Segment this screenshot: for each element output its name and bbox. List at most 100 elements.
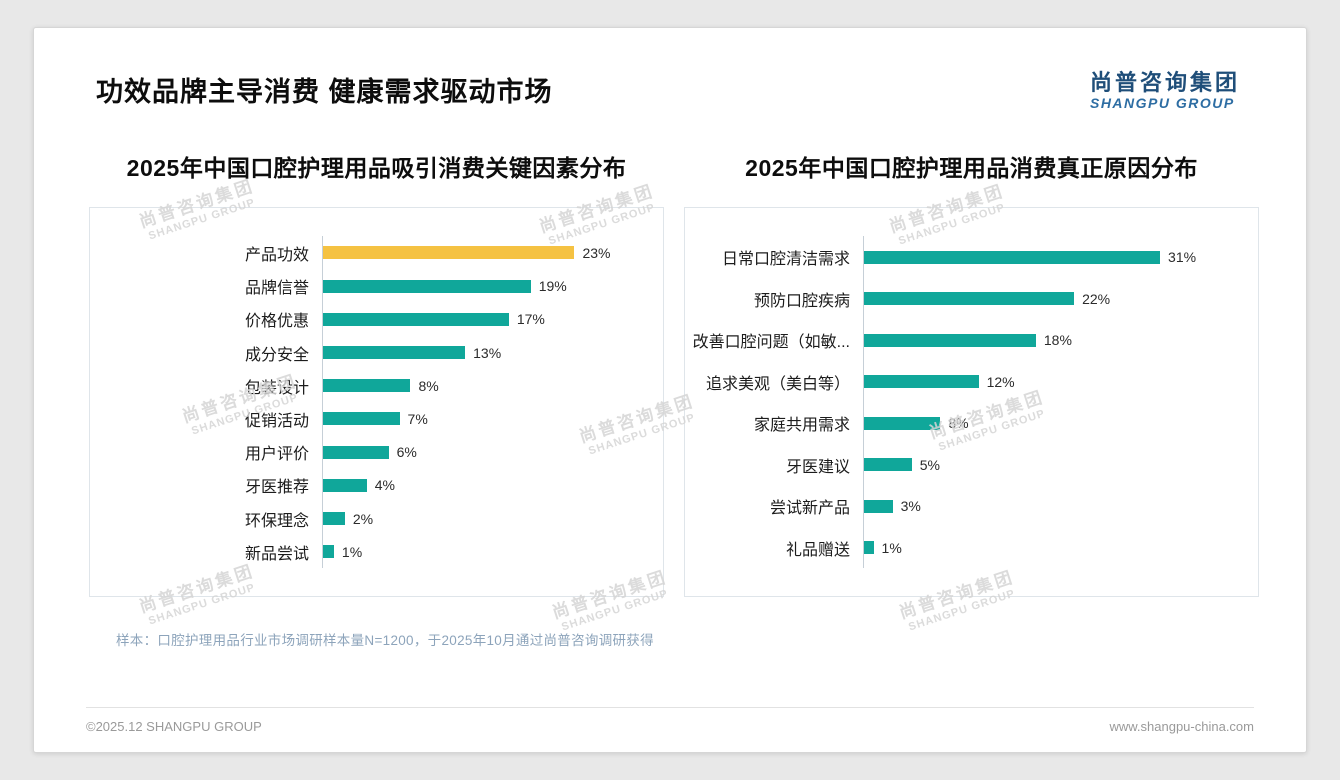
chart-row: 价格优惠 17% — [90, 302, 651, 336]
slide-footer: ©2025.12 SHANGPU GROUP www.shangpu-china… — [86, 707, 1254, 734]
category-label: 新品尝试 — [244, 545, 309, 563]
value-label: 22% — [1082, 290, 1111, 307]
category-label: 预防口腔疾病 — [753, 292, 850, 310]
category-label: 成分安全 — [244, 346, 309, 364]
bar-track: 6% — [322, 435, 651, 469]
sample-footnote: 样本：口腔护理用品行业市场调研样本量N=1200，于2025年10月通过尚普咨询… — [116, 633, 654, 649]
bar-track: 31% — [863, 236, 1246, 278]
bar-track: 19% — [322, 269, 651, 303]
chart-row: 预防口腔疾病 22% — [685, 277, 1246, 320]
value-label: 19% — [538, 278, 567, 295]
category-label: 改善口腔问题（如敏... — [692, 334, 850, 352]
bar-track: 18% — [863, 319, 1246, 361]
value-bar — [323, 478, 367, 492]
value-bar — [323, 246, 575, 260]
category-label: 牙医推荐 — [244, 479, 309, 497]
category-label: 牙医建议 — [785, 458, 850, 476]
category-label: 价格优惠 — [244, 313, 309, 331]
value-label: 17% — [516, 311, 545, 328]
value-label: 3% — [900, 498, 921, 515]
category-label: 促销活动 — [244, 412, 309, 430]
chart-row: 改善口腔问题（如敏... 18% — [685, 319, 1246, 361]
category-label: 礼品赠送 — [785, 541, 850, 559]
copyright-text: ©2025.12 SHANGPU GROUP — [86, 719, 262, 734]
category-label: 包装设计 — [244, 379, 309, 397]
category-label: 尝试新产品 — [769, 500, 850, 518]
category-label: 追求美观（美白等） — [705, 375, 850, 393]
value-bar — [864, 250, 1161, 264]
bar-track: 23% — [322, 236, 651, 270]
page-title: 功效品牌主导消费 健康需求驱动市场 — [96, 77, 553, 107]
chart-row: 尝试新产品 3% — [685, 485, 1246, 527]
chart-left-plot: 产品功效 23% 品牌信誉 19% 价格优惠 17% 成分安全 13% 包装设计 8% 促销活动 7%… — [89, 207, 664, 598]
value-bar — [323, 412, 400, 426]
value-label: 23% — [582, 244, 611, 261]
chart-row: 礼品赠送 1% — [685, 526, 1246, 569]
value-label: 12% — [986, 373, 1015, 390]
value-label: 31% — [1168, 249, 1197, 266]
chart-row: 牙医推荐 4% — [90, 468, 651, 502]
value-label: 7% — [407, 410, 428, 427]
category-label: 品牌信誉 — [244, 280, 309, 298]
category-label: 用户评价 — [244, 446, 309, 464]
category-label: 家庭共用需求 — [753, 417, 850, 435]
chart-row: 日常口腔清洁需求 31% — [685, 236, 1246, 278]
value-label: 8% — [948, 415, 969, 432]
chart-row: 包装设计 8% — [90, 369, 651, 403]
chart-row: 促销活动 7% — [90, 402, 651, 436]
value-bar — [864, 375, 979, 389]
company-logo: 尚普咨询集团 SHANGPU GROUP — [1090, 70, 1240, 111]
value-bar — [323, 346, 466, 360]
value-bar — [864, 292, 1075, 306]
value-label: 6% — [396, 444, 417, 461]
chart-row: 新品尝试 1% — [90, 535, 651, 569]
bar-track: 1% — [863, 526, 1246, 569]
value-bar — [864, 499, 893, 513]
value-label: 4% — [374, 477, 395, 494]
bar-track: 4% — [322, 468, 651, 502]
value-label: 13% — [473, 344, 502, 361]
value-label: 18% — [1043, 332, 1072, 349]
value-bar — [323, 379, 411, 393]
chart-row: 产品功效 23% — [90, 236, 651, 270]
value-label: 2% — [352, 510, 374, 527]
value-bar — [323, 279, 531, 293]
chart-row: 用户评价 6% — [90, 435, 651, 469]
bar-track: 3% — [863, 485, 1246, 527]
slide-card: 功效品牌主导消费 健康需求驱动市场 尚普咨询集团 SHANGPU GROUP 2… — [33, 27, 1307, 753]
value-bar — [323, 545, 334, 559]
value-bar — [864, 541, 874, 555]
chart-right-section: 2025年中国口腔护理用品消费真正原因分布 日常口腔清洁需求 31% 预防口腔疾病 2… — [684, 149, 1259, 598]
bar-track: 17% — [322, 302, 651, 336]
chart-right-plot: 日常口腔清洁需求 31% 预防口腔疾病 22% 改善口腔问题（如敏... 18% 追求美观（… — [684, 207, 1259, 598]
bar-track: 22% — [863, 277, 1246, 320]
value-bar — [864, 333, 1036, 347]
chart-row: 家庭共用需求 8% — [685, 402, 1246, 444]
value-bar — [323, 512, 345, 526]
bar-track: 8% — [322, 369, 651, 403]
logo-chinese-text: 尚普咨询集团 — [1089, 70, 1240, 95]
charts-area: 2025年中国口腔护理用品吸引消费关键因素分布 产品功效 23% 品牌信誉 19% 价格… — [34, 149, 1306, 598]
category-label: 产品功效 — [244, 246, 309, 264]
chart-left-title: 2025年中国口腔护理用品吸引消费关键因素分布 — [126, 155, 627, 182]
chart-right-title: 2025年中国口腔护理用品消费真正原因分布 — [745, 155, 1198, 182]
value-label: 5% — [919, 456, 940, 473]
chart-row: 追求美观（美白等） 12% — [685, 360, 1246, 403]
bar-track: 13% — [322, 335, 651, 370]
chart-row: 牙医建议 5% — [685, 443, 1246, 486]
logo-english-text: SHANGPU GROUP — [1089, 95, 1235, 112]
bar-track: 7% — [322, 402, 651, 436]
website-text: www.shangpu-china.com — [1109, 719, 1254, 734]
value-bar — [864, 458, 912, 472]
bar-track: 12% — [863, 360, 1246, 403]
chart-left-section: 2025年中国口腔护理用品吸引消费关键因素分布 产品功效 23% 品牌信誉 19% 价格… — [89, 149, 664, 598]
value-bar — [864, 416, 941, 430]
bar-track: 2% — [322, 502, 651, 536]
category-label: 日常口腔清洁需求 — [721, 251, 850, 269]
slide-header: 功效品牌主导消费 健康需求驱动市场 尚普咨询集团 SHANGPU GROUP — [34, 28, 1306, 111]
bar-track: 1% — [322, 535, 651, 569]
bar-track: 8% — [863, 402, 1246, 444]
category-label: 环保理念 — [244, 512, 309, 530]
value-label: 8% — [418, 377, 439, 394]
chart-row: 环保理念 2% — [90, 502, 651, 536]
